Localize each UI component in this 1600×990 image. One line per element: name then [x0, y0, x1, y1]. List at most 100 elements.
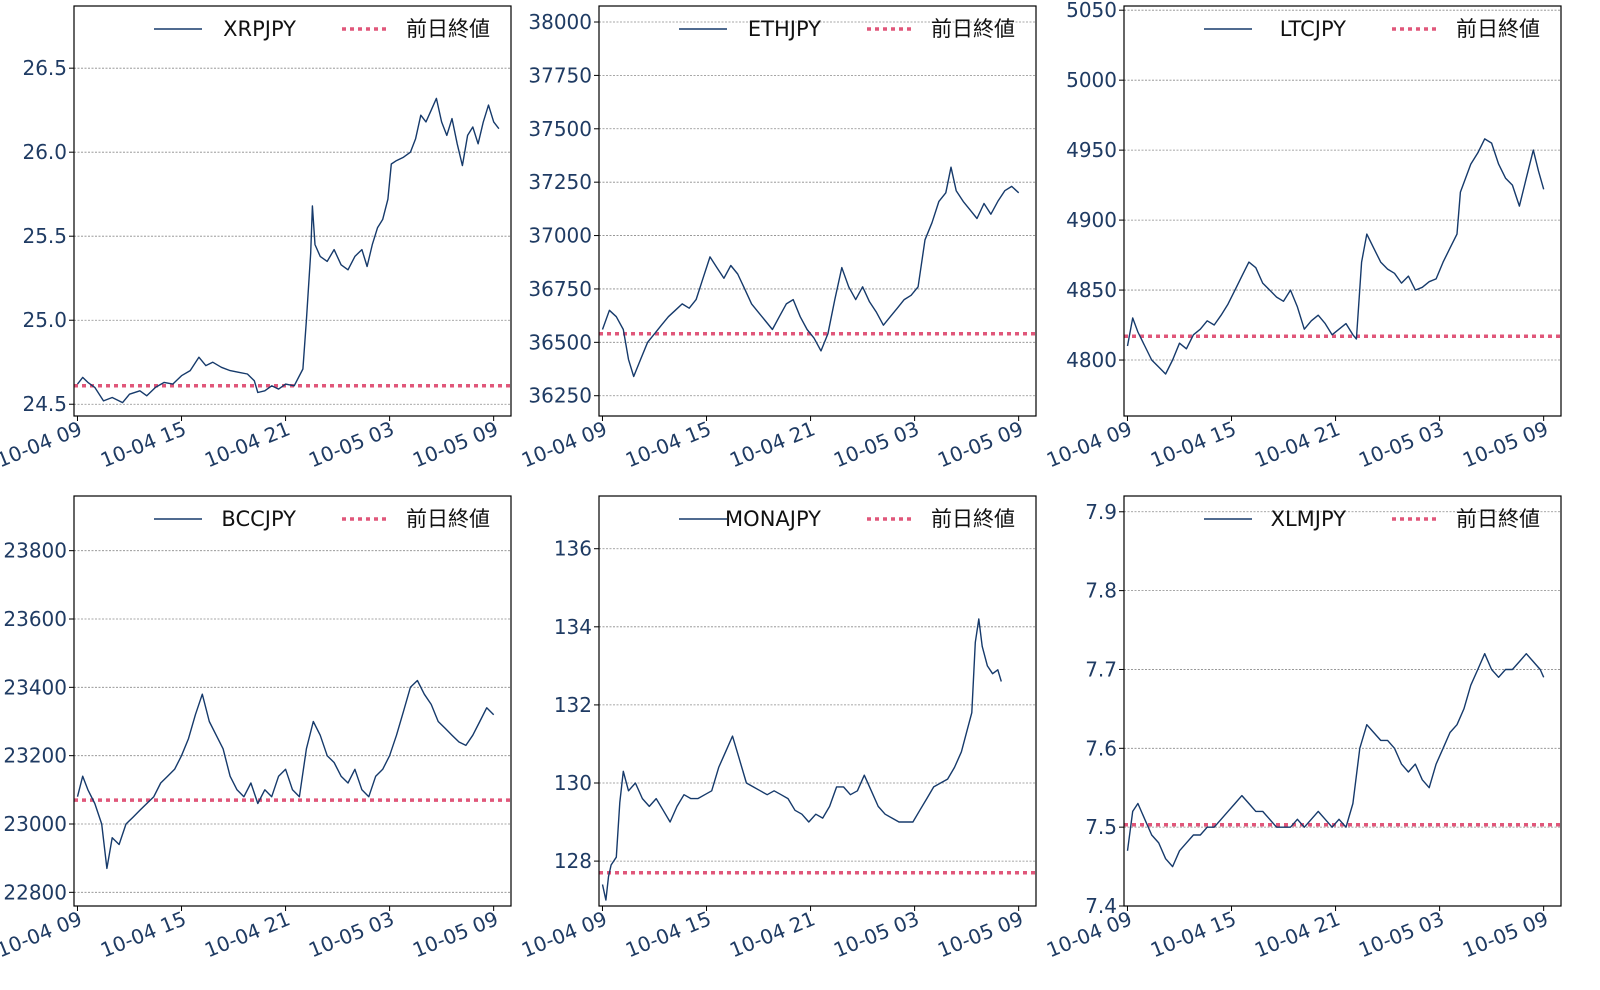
x-tick-label: 10-05 09	[1459, 906, 1551, 962]
x-tick-label: 10-04 15	[97, 416, 189, 472]
x-tick-label: 10-04 21	[201, 906, 293, 962]
plot-frame	[1123, 5, 1562, 417]
x-tick-label: 10-05 09	[1459, 416, 1551, 472]
y-tick-label: 130	[554, 771, 592, 795]
legend-series-label: ETHJPY	[748, 17, 821, 41]
chart-xrpjpy: 24.525.025.526.026.510-04 09 10-04 15 10-0…	[0, 5, 512, 472]
plot-frame	[1123, 495, 1562, 907]
y-tick-label: 23400	[3, 675, 67, 699]
x-tick-label: 10-04 21	[726, 416, 818, 472]
x-tick-label: 10-05 03	[830, 906, 922, 962]
x-tick-label: 10-04 09	[0, 906, 85, 962]
x-tick-label: 10-05 09	[934, 416, 1026, 472]
y-tick-label: 7.7	[1085, 657, 1117, 681]
x-tick-label: 10-04 21	[201, 416, 293, 472]
y-tick-label: 25.5	[22, 224, 67, 248]
y-tick-label: 37500	[528, 117, 592, 141]
y-tick-label: 23600	[3, 607, 67, 631]
y-tick-label: 7.9	[1085, 500, 1117, 524]
x-tick-label: 10-04 15	[1147, 416, 1239, 472]
y-tick-label: 36750	[528, 277, 592, 301]
y-tick-label: 128	[554, 849, 592, 873]
legend-ref-label: 前日終値	[406, 507, 490, 531]
x-tick-label: 10-05 09	[409, 906, 501, 962]
legend-ref-label: 前日終値	[931, 507, 1015, 531]
series-line-xlmjpy	[1126, 652, 1545, 868]
y-tick-label: 23800	[3, 539, 67, 563]
x-tick-label: 10-04 21	[1251, 906, 1343, 962]
y-tick-label: 7.8	[1085, 579, 1117, 603]
y-tick-label: 36500	[528, 330, 592, 354]
chart-panel-monajpy: 128 130 132 134 136 10-04 09 10-04 15 10-04 21 1…	[518, 490, 1085, 990]
x-tick-label: 10-05 09	[934, 906, 1026, 962]
x-tick-label: 10-04 21	[1251, 416, 1343, 472]
series-line-xrpjpy	[76, 97, 500, 404]
x-tick-label: 10-05 03	[305, 906, 397, 962]
y-tick-label: 23000	[3, 812, 67, 836]
y-tick-label: 23200	[3, 744, 67, 768]
legend-ref-label: 前日終値	[1456, 17, 1540, 41]
y-tick-label: 38000	[528, 10, 592, 34]
x-tick-label: 10-05 03	[1355, 906, 1447, 962]
chart-xlmjpy: 7.47.57.67.77.87.910-04 09 10-04 15 10-04 …	[1043, 495, 1562, 962]
plot-frame	[598, 495, 1037, 907]
legend-ref-label: 前日終値	[406, 17, 490, 41]
y-tick-label: 4850	[1066, 278, 1117, 302]
y-tick-label: 36250	[528, 384, 592, 408]
x-tick-label: 10-05 03	[830, 416, 922, 472]
y-tick-label: 26.5	[22, 56, 67, 80]
series-line-monajpy	[601, 618, 1002, 901]
plot-frame	[73, 5, 512, 417]
x-tick-label: 10-04 15	[97, 906, 189, 962]
x-tick-label: 10-04 09	[1043, 416, 1135, 472]
x-tick-label: 10-05 09	[409, 416, 501, 472]
x-tick-label: 10-05 03	[1355, 416, 1447, 472]
chart-ltcjpy: 4800 4850 4900 4950 5000 5050 10-04 09 10-04 15…	[1043, 0, 1562, 472]
legend-series-label: XRPJPY	[223, 17, 296, 41]
x-tick-label: 10-04 15	[622, 906, 714, 962]
y-tick-label: 5050	[1066, 0, 1117, 22]
x-tick-label: 10-04 21	[726, 906, 818, 962]
y-tick-label: 7.6	[1085, 736, 1117, 760]
chart-ethjpy: 36250 36500 36750 37000 37250 37500 37750 38000…	[518, 5, 1037, 472]
legend-series-label: BCCJPY	[221, 507, 296, 531]
legend-series-label: MONAJPY	[725, 507, 821, 531]
y-tick-label: 7.5	[1085, 815, 1117, 839]
chart-panel-ethjpy: 36250 36500 36750 37000 37250 37500 37750 38000…	[518, 0, 1085, 500]
series-line-ethjpy	[601, 166, 1020, 378]
y-tick-label: 24.5	[22, 392, 67, 416]
legend-ref-label: 前日終値	[931, 17, 1015, 41]
y-tick-label: 25.0	[22, 308, 67, 332]
y-tick-label: 5000	[1066, 68, 1117, 92]
series-line-bccjpy	[76, 679, 495, 870]
x-tick-label: 10-04 09	[518, 906, 610, 962]
y-tick-label: 4950	[1066, 138, 1117, 162]
y-tick-label: 4800	[1066, 348, 1117, 372]
legend-series-label: LTCJPY	[1280, 17, 1346, 41]
legend-ref-label: 前日終値	[1456, 507, 1540, 531]
chart-panel-xrpjpy: 24.5 25.0 25.5 26.0 26.5 10-04 09 10-04 15 10-0…	[0, 0, 560, 500]
y-tick-label: 134	[554, 615, 592, 639]
x-tick-label: 10-04 09	[518, 416, 610, 472]
series-line-ltcjpy	[1126, 138, 1545, 375]
y-tick-label: 132	[554, 693, 592, 717]
x-tick-label: 10-05 03	[305, 416, 397, 472]
plot-frame	[73, 495, 512, 907]
y-tick-label: 7.4	[1085, 894, 1117, 918]
y-tick-label: 22800	[3, 880, 67, 904]
x-tick-label: 10-04 09	[0, 416, 85, 472]
y-tick-label: 37750	[528, 63, 592, 87]
chart-panel-ltcjpy: 4800 4850 4900 4950 5000 5050 10-04 09 10-04 15…	[1043, 0, 1600, 500]
y-tick-label: 136	[554, 537, 592, 561]
chart-panel-xlmjpy: 7.4 7.5 7.6 7.7 7.8 7.9 10-04 09 10-04 15 10-04 …	[1043, 490, 1600, 990]
chart-panel-bccjpy: 22800 23000 23200 23400 23600 23800 10-04 09 10…	[0, 490, 560, 990]
y-tick-label: 4900	[1066, 208, 1117, 232]
y-tick-label: 37250	[528, 170, 592, 194]
x-tick-label: 10-04 15	[622, 416, 714, 472]
y-tick-label: 26.0	[22, 140, 67, 164]
x-tick-label: 10-04 15	[1147, 906, 1239, 962]
plot-frame	[598, 5, 1037, 417]
